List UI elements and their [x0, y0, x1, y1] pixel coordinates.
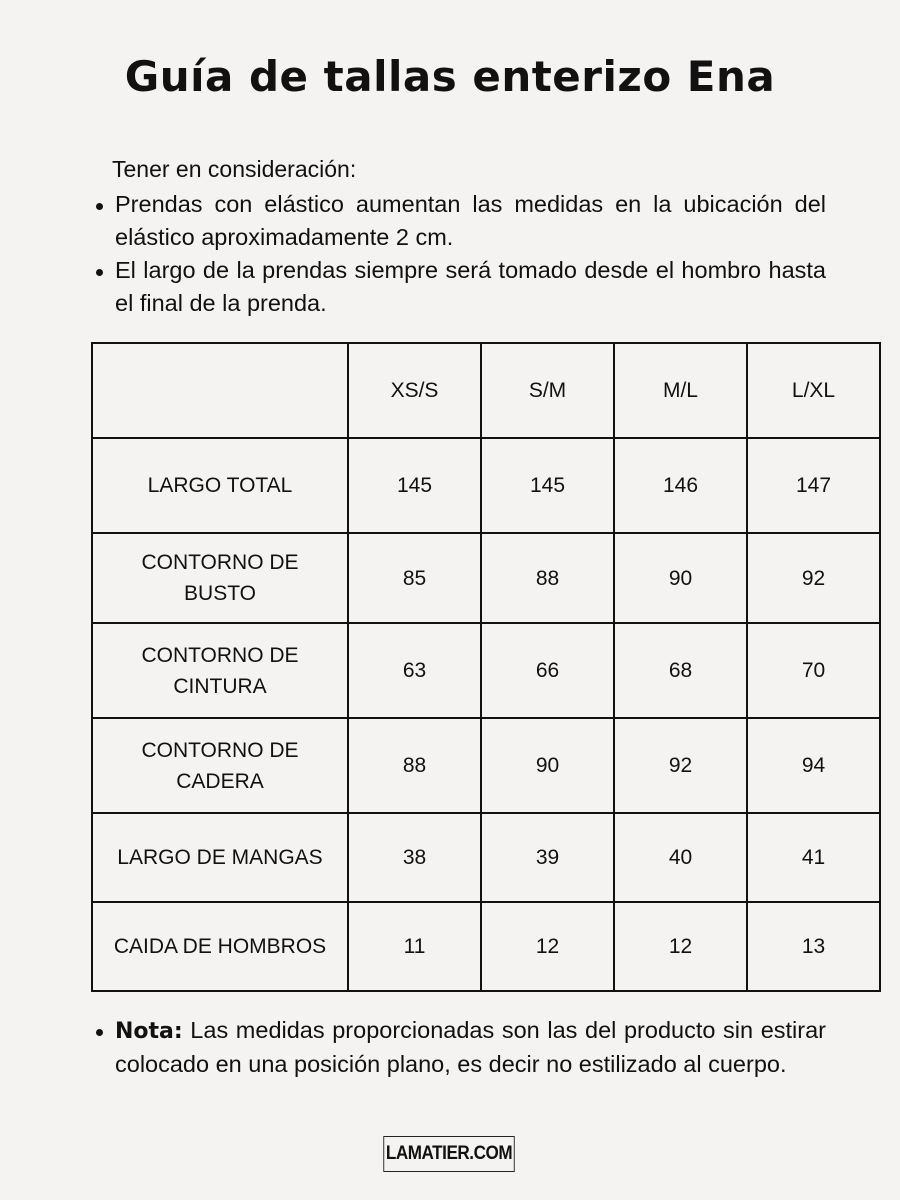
value-cell: 88	[347, 717, 482, 814]
value-cell: 90	[613, 532, 748, 624]
intro-heading: Tener en consideración:	[112, 156, 357, 182]
value-cell: 68	[613, 622, 748, 719]
header-cell: S/M	[480, 342, 615, 439]
page-title: Guía de tallas enterizo Ena	[124, 52, 776, 101]
note-item: El largo de la prendas siempre será toma…	[92, 254, 826, 320]
table-row: CONTORNO DE CINTURA 63 66 68 70	[91, 622, 881, 719]
value-cell: 41	[746, 812, 881, 903]
table-row: CONTORNO DE CADERA 88 90 92 94	[91, 717, 881, 814]
value-cell: 88	[480, 532, 615, 624]
size-table: XS/S S/M M/L L/XL LARGO TOTAL 145 145 146 147 CON…	[91, 342, 881, 992]
table-row: CAIDA DE HOMBROS 11 12 12 13	[91, 901, 881, 992]
table-row: LARGO TOTAL 145 145 146 147	[91, 437, 881, 534]
row-label: LARGO DE MANGAS	[91, 812, 349, 903]
value-cell: 145	[347, 437, 482, 534]
logo: LAMATIER.COM	[383, 1136, 515, 1172]
row-label: LARGO TOTAL	[91, 437, 349, 534]
value-cell: 70	[746, 622, 881, 719]
value-cell: 63	[347, 622, 482, 719]
header-cell	[91, 342, 349, 439]
value-cell: 85	[347, 532, 482, 624]
value-cell: 146	[613, 437, 748, 534]
value-cell: 11	[347, 901, 482, 992]
header-cell: M/L	[613, 342, 748, 439]
nota-note: Nota: Las medidas proporcionadas son las…	[92, 1014, 826, 1081]
value-cell: 40	[613, 812, 748, 903]
value-cell: 39	[480, 812, 615, 903]
note-item: Prendas con elástico aumentan las medida…	[92, 188, 826, 254]
value-cell: 92	[613, 717, 748, 814]
row-label: CONTORNO DE BUSTO	[91, 532, 349, 624]
table-header-row: XS/S S/M M/L L/XL	[91, 342, 881, 439]
value-cell: 12	[480, 901, 615, 992]
header-cell: XS/S	[347, 342, 482, 439]
value-cell: 94	[746, 717, 881, 814]
value-cell: 38	[347, 812, 482, 903]
table-row: LARGO DE MANGAS 38 39 40 41	[91, 812, 881, 903]
value-cell: 66	[480, 622, 615, 719]
value-cell: 90	[480, 717, 615, 814]
notes-list: Prendas con elástico aumentan las medida…	[92, 188, 826, 320]
table-row: CONTORNO DE BUSTO 85 88 90 92	[91, 532, 881, 624]
value-cell: 12	[613, 901, 748, 992]
value-cell: 13	[746, 901, 881, 992]
value-cell: 92	[746, 532, 881, 624]
nota-label: Nota:	[115, 1019, 183, 1044]
row-label: CONTORNO DE CINTURA	[91, 622, 349, 719]
nota-text: Las medidas proporcionadas son las del p…	[115, 1017, 826, 1077]
row-label: CAIDA DE HOMBROS	[91, 901, 349, 992]
header-cell: L/XL	[746, 342, 881, 439]
value-cell: 147	[746, 437, 881, 534]
row-label: CONTORNO DE CADERA	[91, 717, 349, 814]
value-cell: 145	[480, 437, 615, 534]
